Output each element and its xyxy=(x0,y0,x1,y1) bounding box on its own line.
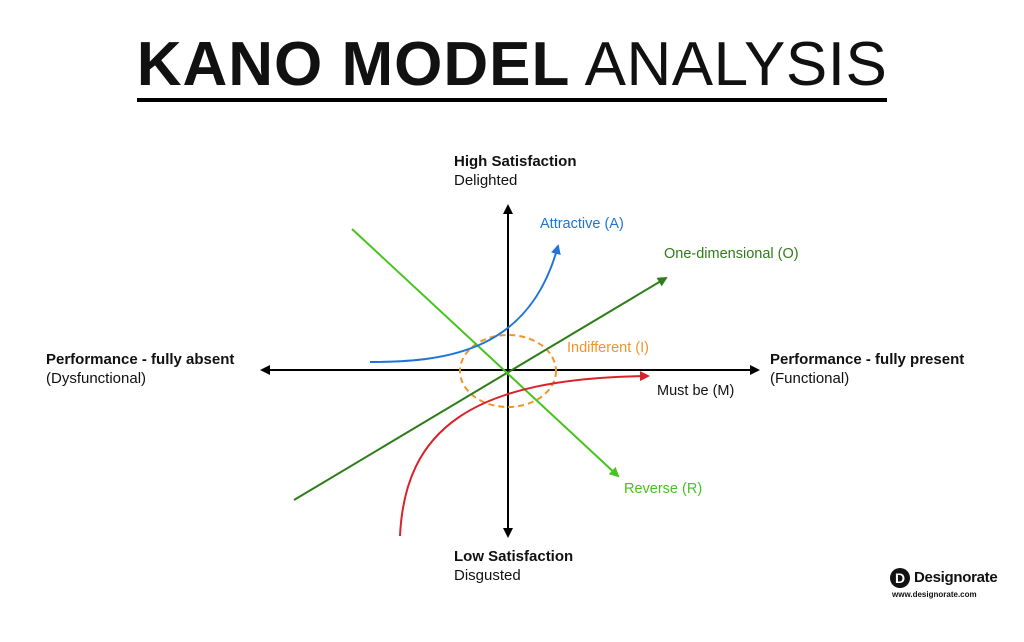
one-dimensional-line xyxy=(293,276,668,501)
axis-top-title: High Satisfaction xyxy=(454,153,577,170)
page-title: KANO MODEL ANALYSIS xyxy=(0,30,1024,102)
reverse-line xyxy=(351,228,620,478)
brand-url: www.designorate.com xyxy=(892,590,977,599)
axis-bottom-title: Low Satisfaction xyxy=(454,548,574,565)
axis-bottom-label: Low Satisfaction Disgusted xyxy=(454,547,573,585)
axis-bottom-sub: Disgusted xyxy=(454,567,521,584)
attractive-curve xyxy=(369,244,561,363)
must-be-label: Must be (M) xyxy=(657,383,735,399)
brand-mark-icon: D xyxy=(890,568,910,588)
axis-left-label: Performance - fully absent (Dysfunctiona… xyxy=(46,350,234,388)
title-light: ANALYSIS xyxy=(584,30,888,99)
axis-right-sub: (Functional) xyxy=(770,370,850,387)
attractive-label: Attractive (A) xyxy=(540,216,624,232)
axis-left-sub: (Dysfunctional) xyxy=(46,370,147,387)
title-bold: KANO MODEL xyxy=(136,30,571,99)
axis-top-label: High Satisfaction Delighted xyxy=(454,152,577,190)
axis-left-title: Performance - fully absent xyxy=(46,351,235,368)
axis-right-title: Performance - fully present xyxy=(770,351,965,368)
axis-right-label: Performance - fully present (Functional) xyxy=(770,350,964,388)
axis-top-sub: Delighted xyxy=(454,172,518,189)
reverse-label: Reverse (R) xyxy=(624,481,703,497)
one-dimensional-label: One-dimensional (O) xyxy=(664,246,799,262)
must-be-curve xyxy=(399,371,650,537)
indifferent-label: Indifferent (I) xyxy=(567,340,649,356)
indifferent-ellipse xyxy=(459,334,557,408)
brand-name: Designorate xyxy=(914,569,998,586)
